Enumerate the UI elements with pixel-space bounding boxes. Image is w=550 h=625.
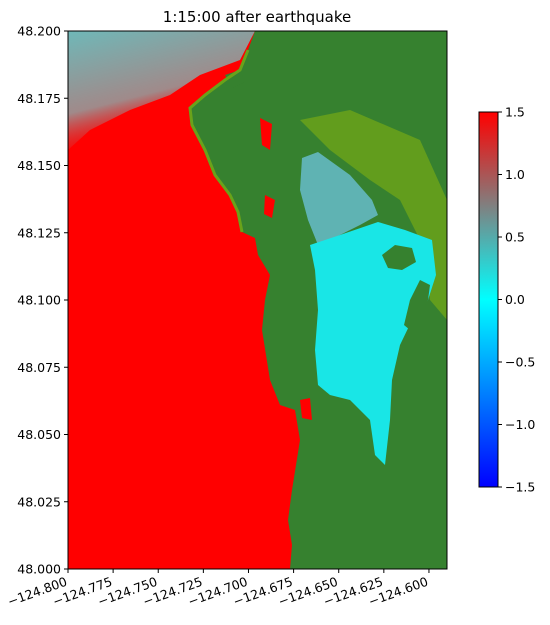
x-axis: −124.800−124.775−124.750−124.725−124.700… [5, 569, 430, 609]
y-tick-label: 48.175 [17, 91, 61, 106]
red-inlet-south [300, 398, 312, 420]
island [225, 70, 245, 88]
bay-upper [300, 152, 378, 245]
y-axis: 48.000 48.025 48.050 48.075 48.100 48.125 48.1… [17, 24, 68, 577]
colorbar-tick-label: −1.5 [505, 480, 535, 495]
y-tick-label: 48.100 [17, 293, 61, 308]
y-tick-label: 48.000 [17, 562, 61, 577]
y-tick-label: 48.200 [17, 24, 61, 39]
colorbar-tick-label: 0.5 [505, 230, 525, 245]
colorbar-tick-label: 1.0 [505, 167, 525, 182]
heatmap-area [68, 31, 447, 569]
red-inlet-north [260, 118, 272, 150]
y-tick-label: 48.150 [17, 158, 61, 173]
bay-peninsula [404, 280, 430, 330]
red-inlet-lower [284, 480, 292, 500]
colorbar-tick-label: 0.0 [505, 292, 525, 307]
bay-inundated [310, 222, 436, 465]
wetland-fringe [188, 49, 250, 233]
colorbar-tick-label: 1.5 [505, 105, 525, 120]
wetland-east [300, 110, 447, 320]
colorbar: −1.5 −1.0 −0.5 0.0 0.5 1.0 1.5 [478, 105, 535, 495]
colorbar-ticks: −1.5 −1.0 −0.5 0.0 0.5 1.0 1.5 [498, 105, 535, 495]
colorbar-gradient [478, 111, 499, 488]
colorbar-tick-label: −1.0 [505, 417, 535, 432]
y-tick-label: 48.075 [17, 360, 61, 375]
y-tick-label: 48.025 [17, 494, 61, 509]
y-tick-label: 48.050 [17, 427, 61, 442]
red-inlet-mid [264, 195, 275, 218]
offshore-mixed-region [68, 31, 255, 150]
bay-island [382, 245, 416, 270]
colorbar-tick-label: −0.5 [505, 355, 535, 370]
y-tick-label: 48.125 [17, 225, 61, 240]
chart-title: 1:15:00 after earthquake [163, 8, 351, 26]
